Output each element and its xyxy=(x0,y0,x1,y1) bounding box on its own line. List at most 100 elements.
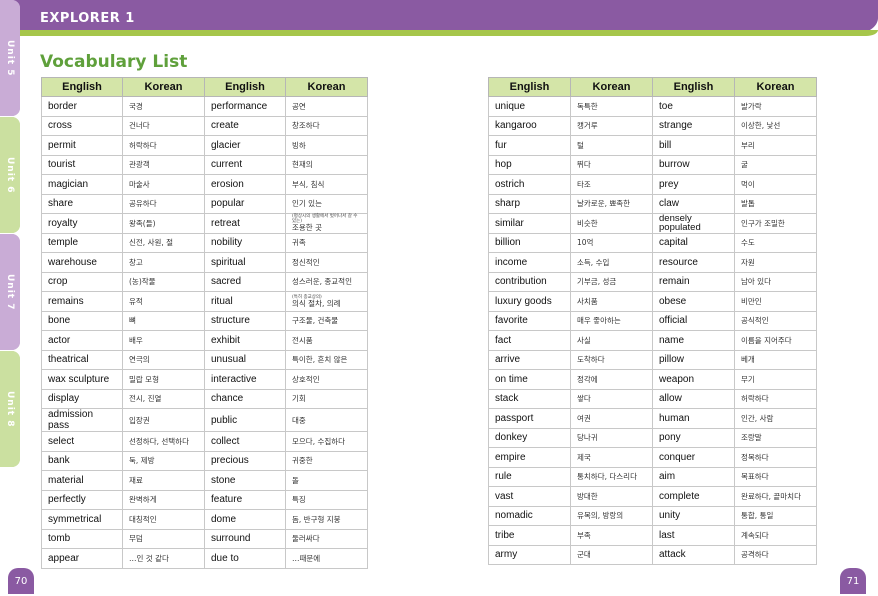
table-row: similar 비슷한 densely populated 인구가 조밀한 xyxy=(488,213,817,234)
english-word: resource xyxy=(652,252,735,273)
korean-meaning: 타조 xyxy=(570,174,653,195)
english-word: fur xyxy=(488,135,571,156)
korean-meaning: 정신적인 xyxy=(285,252,368,273)
english-word: temple xyxy=(41,232,123,253)
korean-meaning: 털 xyxy=(570,135,653,156)
korean-meaning: 무기 xyxy=(734,369,817,390)
english-word: strange xyxy=(652,115,735,136)
english-word: pony xyxy=(652,427,735,448)
korean-meaning: 남아 있다 xyxy=(734,271,817,292)
english-word: tomb xyxy=(41,528,123,549)
english-word: sacred xyxy=(204,271,286,292)
table-row: share 공유하다 popular 인기 있는 xyxy=(41,193,368,214)
english-word: bank xyxy=(41,450,123,471)
table-row: remains 유적 ritual (특히 종교상의) 의식 절차, 의례 xyxy=(41,291,368,312)
english-word: billion xyxy=(488,232,571,253)
english-word: complete xyxy=(652,486,735,507)
english-word: on time xyxy=(488,369,571,390)
english-word: nobility xyxy=(204,232,286,253)
korean-meaning: 공식적인 xyxy=(734,310,817,331)
korean-meaning: 인기 있는 xyxy=(285,193,368,214)
korean-meaning: 완벽하게 xyxy=(122,489,205,510)
column-header-english: English xyxy=(41,77,123,97)
english-word: rule xyxy=(488,466,571,487)
english-word: income xyxy=(488,252,571,273)
table-row: cross 건너다 create 창조하다 xyxy=(41,115,368,136)
table-row: tourist 관광객 current 현재의 xyxy=(41,154,368,175)
english-word: interactive xyxy=(204,369,286,390)
korean-meaning: 뛰다 xyxy=(570,154,653,175)
table-row: on time 정각에 weapon 무기 xyxy=(488,369,817,390)
korean-meaning: 공격하다 xyxy=(734,544,817,565)
table-row: stack 쌓다 allow 허락하다 xyxy=(488,388,817,409)
english-word: bill xyxy=(652,135,735,156)
korean-meaning: 유목의, 방랑의 xyxy=(570,505,653,526)
table-row: empire 제국 conquer 정복하다 xyxy=(488,447,817,468)
unit-tab-label: Unit 6 xyxy=(5,156,15,194)
korean-meaning: 특이한, 흔치 않은 xyxy=(285,349,368,370)
table-row: rule 통치하다, 다스리다 aim 목표하다 xyxy=(488,466,817,487)
english-word: toe xyxy=(652,96,735,117)
english-word: burrow xyxy=(652,154,735,175)
korean-meaning: 자원 xyxy=(734,252,817,273)
korean-meaning: 소득, 수입 xyxy=(570,252,653,273)
table-row: select 선정하다, 선택하다 collect 모으다, 수집하다 xyxy=(41,431,368,452)
korean-meaning: 기회 xyxy=(285,388,368,409)
korean-meaning: 재료 xyxy=(122,470,205,491)
english-word: attack xyxy=(652,544,735,565)
vocab-table-right: English Korean English Korean unique 독특한 t… xyxy=(488,77,817,565)
table-row: bank 둑, 제방 precious 귀중한 xyxy=(41,450,368,471)
korean-meaning-main: 조용한 곳 xyxy=(292,223,322,233)
korean-meaning: 모으다, 수집하다 xyxy=(285,431,368,452)
korean-meaning: 베개 xyxy=(734,349,817,370)
english-word: create xyxy=(204,115,286,136)
korean-meaning: 공유하다 xyxy=(122,193,205,214)
english-word: crop xyxy=(41,271,123,292)
korean-meaning: …때문에 xyxy=(285,548,368,569)
table-row: contribution 기부금, 성금 remain 남아 있다 xyxy=(488,271,817,292)
table-row: donkey 당나귀 pony 조랑말 xyxy=(488,427,817,448)
korean-meaning: 허락하다 xyxy=(122,135,205,156)
english-word: claw xyxy=(652,193,735,214)
korean-meaning: 당나귀 xyxy=(570,427,653,448)
korean-meaning: 정복하다 xyxy=(734,447,817,468)
korean-meaning-note: (평상시의 생활에서 벗어나서 갈 수 있는) xyxy=(292,214,358,225)
korean-meaning: 귀족 xyxy=(285,232,368,253)
english-word: last xyxy=(652,525,735,546)
table-header-row: English Korean English Korean xyxy=(488,77,817,97)
korean-meaning: 날카로운, 뾰족한 xyxy=(570,193,653,214)
table-row: fact 사실 name 이름을 지어주다 xyxy=(488,330,817,351)
korean-meaning: 선정하다, 선택하다 xyxy=(122,431,205,452)
english-word: weapon xyxy=(652,369,735,390)
table-row: bone 뼈 structure 구조물, 건축물 xyxy=(41,310,368,331)
column-header-korean: Korean xyxy=(285,77,368,97)
korean-meaning: 연극의 xyxy=(122,349,205,370)
english-word: vast xyxy=(488,486,571,507)
english-word: symmetrical xyxy=(41,509,123,530)
korean-meaning: 현재의 xyxy=(285,154,368,175)
english-word: passport xyxy=(488,408,571,429)
english-word: warehouse xyxy=(41,252,123,273)
english-word: prey xyxy=(652,174,735,195)
korean-meaning: 부리 xyxy=(734,135,817,156)
table-row: income 소득, 수입 resource 자원 xyxy=(488,252,817,273)
korean-meaning: 부족 xyxy=(570,525,653,546)
table-row: billion 10억 capital 수도 xyxy=(488,232,817,253)
table-row: perfectly 완벽하게 feature 특징 xyxy=(41,489,368,510)
korean-meaning: 이상한, 낯선 xyxy=(734,115,817,136)
korean-meaning: 둘러싸다 xyxy=(285,528,368,549)
korean-meaning: 유적 xyxy=(122,291,205,312)
column-header-english: English xyxy=(652,77,735,97)
column-header-english: English xyxy=(204,77,286,97)
korean-meaning: …인 것 같다 xyxy=(122,548,205,569)
book-title: EXPLORER 1 xyxy=(40,11,135,26)
english-word: public xyxy=(204,408,286,432)
table-row: permit 허락하다 glacier 빙하 xyxy=(41,135,368,156)
korean-meaning: 군대 xyxy=(570,544,653,565)
korean-meaning: 빙하 xyxy=(285,135,368,156)
korean-meaning: 사실 xyxy=(570,330,653,351)
korean-meaning: 발가락 xyxy=(734,96,817,117)
korean-meaning: 특징 xyxy=(285,489,368,510)
korean-meaning: 전시, 진열 xyxy=(122,388,205,409)
korean-meaning: 제국 xyxy=(570,447,653,468)
